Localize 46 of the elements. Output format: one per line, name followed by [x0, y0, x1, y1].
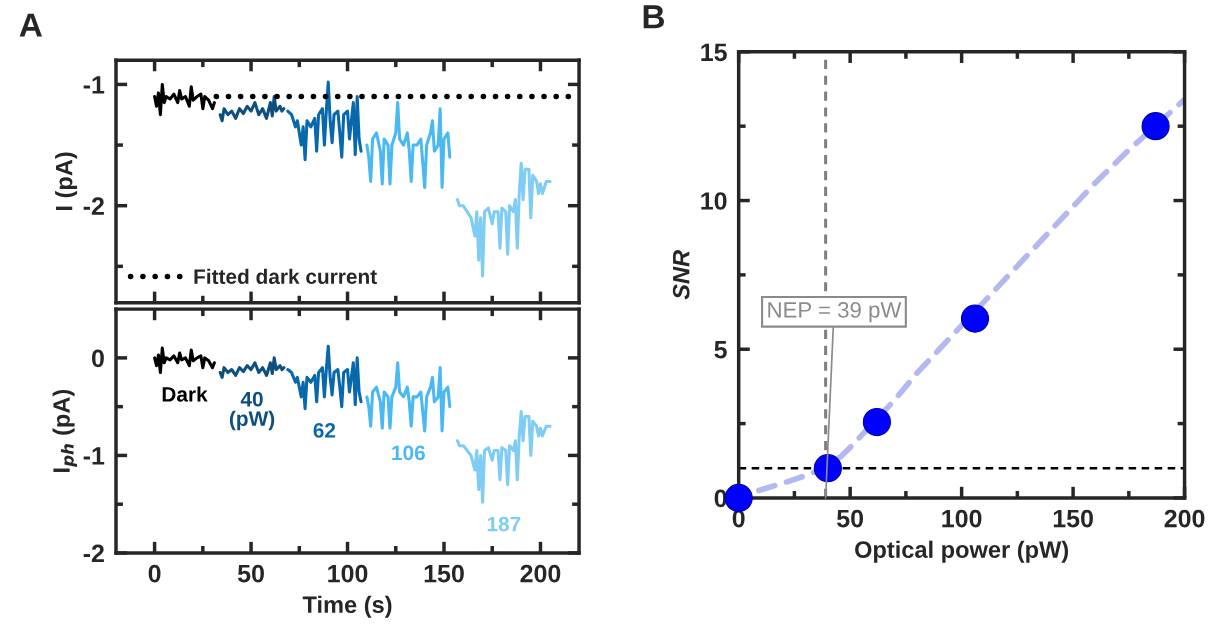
series-label: 187 [487, 516, 521, 532]
x-tick-label: 50 [837, 509, 864, 528]
x-tick-label: 150 [1053, 509, 1093, 528]
x-tick-label: 150 [424, 564, 464, 583]
y-axis-title: SNR [672, 250, 690, 300]
line-series [365, 361, 452, 433]
point [1141, 112, 1170, 141]
line-series [286, 344, 363, 411]
x-tick-label: 50 [237, 564, 264, 583]
line-series [153, 82, 216, 117]
y-tick-label: 5 [714, 341, 727, 359]
y-tick-label: -2 [83, 544, 104, 563]
line-series [365, 101, 452, 190]
point [813, 454, 842, 483]
y-tick-label: -1 [83, 76, 105, 94]
annotation: NEP = 39 pW [768, 302, 902, 323]
x-axis-title: Optical power (pW) [855, 540, 1069, 563]
line-series [455, 161, 552, 278]
x-tick-label: 200 [520, 564, 561, 583]
series-label: Dark [162, 386, 208, 402]
y-tick-label: 15 [701, 43, 727, 62]
y-tick-label: -2 [83, 197, 104, 215]
y-tick-label: -1 [83, 447, 105, 465]
y-axis-title: I$_{ph}$ (pA) [52, 389, 77, 472]
y-axis-title: I (pA) [55, 152, 78, 211]
point [862, 407, 891, 437]
line-series [153, 346, 216, 375]
x-tick-label: 200 [1164, 509, 1205, 528]
chart-title: B [643, 5, 665, 29]
x-tick-label: 100 [328, 564, 368, 583]
line-series [218, 356, 286, 379]
y-tick-label: 0 [91, 349, 104, 368]
point [724, 483, 753, 513]
line-series [286, 80, 363, 162]
line-series [455, 410, 552, 504]
x-axis-title: Time (s) [302, 595, 392, 618]
series-label: 40 (pW) [229, 391, 275, 431]
series-label: 106 [392, 445, 425, 461]
series-label: 62 [313, 423, 336, 438]
y-tick-label: 10 [701, 192, 727, 210]
line-series [218, 95, 286, 123]
x-tick-label: 0 [148, 564, 161, 583]
x-tick-label: 100 [942, 509, 982, 528]
point [960, 304, 990, 333]
chart-title: A [19, 13, 42, 37]
legend-label: Fitted dark current [194, 268, 377, 285]
